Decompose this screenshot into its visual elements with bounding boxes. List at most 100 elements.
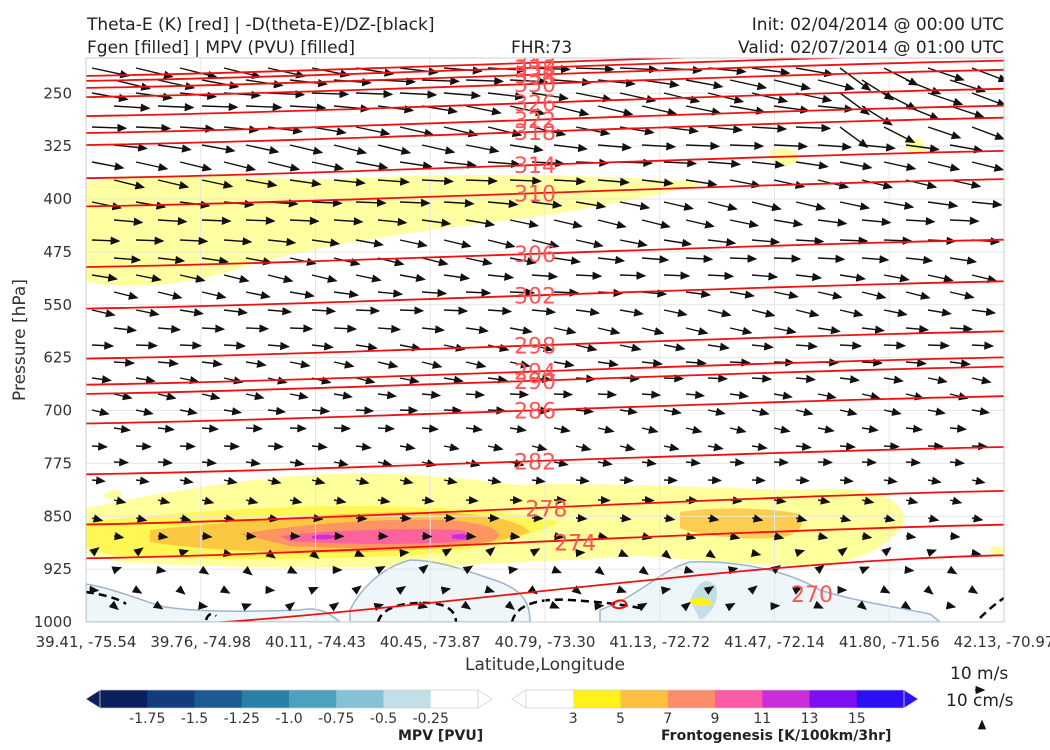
wind-vector	[267, 237, 297, 247]
wind-vector	[707, 374, 729, 383]
wind-vector	[971, 307, 997, 317]
wind-vector	[905, 217, 936, 226]
wind-vector	[619, 407, 638, 416]
theta-e-label: 322	[514, 109, 556, 134]
wind-vector	[707, 309, 732, 318]
wind-vector	[795, 201, 826, 211]
fgen-left-blob	[104, 490, 122, 499]
wind-vector	[179, 161, 213, 172]
wind-vector	[179, 274, 206, 283]
wind-vector	[553, 288, 580, 297]
wind-vector	[201, 102, 239, 112]
y-tick-label: 775	[43, 454, 72, 472]
wind-vector	[904, 565, 915, 575]
wind-vector	[198, 565, 210, 575]
wind-vector	[465, 257, 493, 266]
wind-vector	[289, 424, 308, 433]
wind-vector	[201, 359, 223, 368]
wind-vector	[859, 566, 870, 575]
wind-vector	[289, 391, 309, 400]
wind-vector	[223, 407, 242, 416]
wind-vector	[883, 308, 908, 317]
wind-vector	[751, 237, 781, 246]
wind-vector	[309, 549, 320, 560]
wind-vector	[91, 476, 106, 485]
wind-vector	[201, 79, 240, 90]
wind-vector	[597, 532, 609, 541]
wind-vector	[641, 142, 677, 151]
wind-vector	[223, 341, 247, 350]
wind-vector	[245, 531, 257, 541]
wind-vector	[333, 391, 353, 400]
theta-e-line	[86, 395, 1004, 425]
wind-vector	[485, 546, 496, 557]
wind-vector	[421, 360, 443, 369]
theta-e-line	[86, 104, 1004, 134]
wind-vector	[814, 564, 825, 575]
wind-vector	[113, 424, 131, 434]
wind-vector	[707, 201, 738, 212]
wind-vector	[729, 141, 765, 151]
wind-vector	[245, 216, 276, 225]
wind-vector	[157, 458, 174, 467]
wind-vector	[817, 218, 848, 227]
wind-vector	[201, 144, 236, 154]
wind-vector	[311, 306, 337, 316]
wind-vector	[817, 291, 843, 300]
wind-vector	[927, 514, 940, 523]
wind-vector	[707, 342, 730, 351]
wind-vector	[773, 105, 811, 114]
wind-vector	[487, 443, 504, 452]
wind-vector	[883, 514, 896, 523]
wind-vector	[707, 238, 737, 247]
wind-vector	[113, 143, 148, 152]
wind-vector	[660, 586, 672, 595]
y-tick-label: 400	[43, 190, 72, 208]
wind-vector	[729, 458, 746, 467]
wind-vector	[883, 476, 898, 485]
wind-vector	[333, 178, 366, 187]
wind-vector	[113, 325, 137, 334]
wind-vector	[395, 585, 407, 595]
wind-vector	[883, 161, 917, 172]
wind-vector	[619, 443, 636, 452]
stability-contour-4	[510, 598, 641, 622]
wind-vector	[245, 179, 278, 189]
wind-vector	[377, 496, 391, 505]
wind-vector	[861, 79, 895, 101]
wind-vector	[91, 123, 128, 133]
wind-vector	[223, 307, 249, 316]
wind-vector	[311, 406, 331, 415]
wind-vector	[399, 273, 426, 283]
wind-vector	[641, 178, 674, 187]
wind-vector	[113, 458, 130, 467]
wind-vector	[465, 76, 505, 86]
wind-vector	[905, 79, 942, 95]
wind-vector	[795, 309, 820, 318]
wind-vector	[443, 476, 458, 485]
wind-vector	[773, 179, 806, 189]
wind-vector	[223, 237, 253, 246]
colorbar-swatch	[526, 690, 574, 708]
wind-vector	[663, 158, 698, 168]
wind-vector	[905, 144, 940, 153]
wind-vector	[441, 548, 453, 557]
wind-vector	[374, 566, 386, 575]
wind-vector	[157, 255, 186, 265]
wind-vector	[619, 308, 644, 317]
wind-vector	[575, 548, 586, 558]
wind-vector	[267, 274, 294, 284]
wind-vector	[817, 79, 855, 91]
wind-vector	[773, 425, 791, 434]
wind-vector	[971, 274, 998, 283]
wind-vector	[707, 125, 744, 134]
wind-vector	[289, 458, 305, 468]
plot-frame	[85, 57, 1005, 623]
wind-vector	[113, 358, 136, 367]
wind-vector	[817, 496, 831, 505]
wind-vector	[421, 144, 456, 155]
wind-vector	[861, 458, 878, 467]
wind-vector	[465, 390, 486, 399]
y-tick-label: 250	[43, 84, 72, 102]
wind-vector	[575, 271, 603, 280]
